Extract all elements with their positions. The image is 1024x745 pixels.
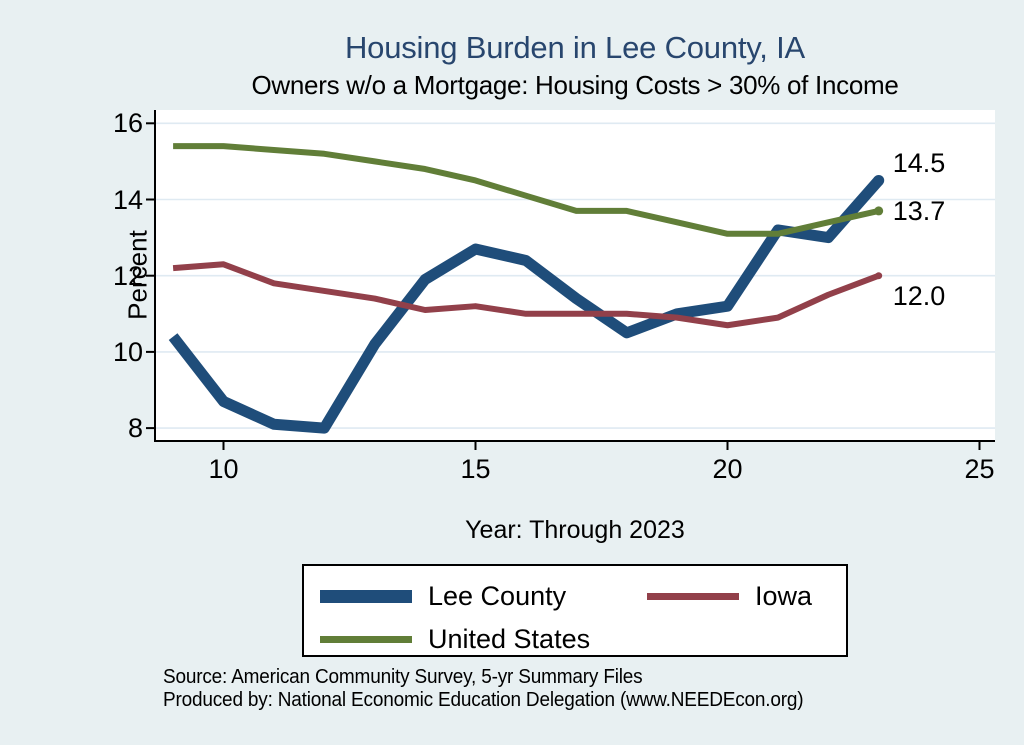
legend-label-united-states: United States (428, 624, 591, 654)
legend-swatch-united-states (320, 636, 412, 643)
x-tick-label: 25 (964, 454, 995, 484)
producer-note: Produced by: National Economic Education… (163, 689, 804, 711)
y-tick-label: 8 (127, 413, 143, 444)
legend-label-iowa: Iowa (755, 581, 813, 611)
end-label-lee-county: 14.5 (892, 148, 946, 179)
x-tick-label: 20 (712, 454, 743, 484)
y-axis-title: Percent (122, 230, 153, 320)
legend: Lee County Iowa United States (302, 564, 848, 657)
legend-swatch-lee-county (320, 590, 412, 603)
y-tick-label: 16 (112, 108, 143, 139)
plot-area (146, 110, 995, 450)
series-end-marker-iowa (875, 272, 883, 280)
end-label-iowa: 12.0 (892, 280, 946, 311)
legend-swatch-iowa (647, 593, 739, 600)
series-end-marker-united-states (874, 206, 884, 216)
x-axis-title: Year: Through 2023 (465, 516, 685, 544)
plot-svg (146, 110, 995, 450)
x-tick-label: 15 (460, 454, 491, 484)
source-note: Source: American Community Survey, 5-yr … (163, 666, 643, 688)
end-label-united-states: 13.7 (892, 195, 946, 226)
series-line-united-states (173, 143, 880, 237)
series-line-lee-county (168, 176, 883, 434)
chart-title: Housing Burden in Lee County, IA (344, 30, 806, 65)
y-tick-label: 12 (112, 260, 143, 291)
legend-label-lee-county: Lee County (428, 581, 567, 611)
chart-subtitle: Owners w/o a Mortgage: Housing Costs > 3… (251, 70, 899, 100)
y-tick-label: 14 (112, 184, 143, 215)
series-line-iowa (172, 261, 880, 329)
y-tick-label: 10 (112, 336, 143, 367)
series-end-marker-lee-county (873, 174, 885, 186)
x-tick-label: 10 (208, 454, 239, 484)
